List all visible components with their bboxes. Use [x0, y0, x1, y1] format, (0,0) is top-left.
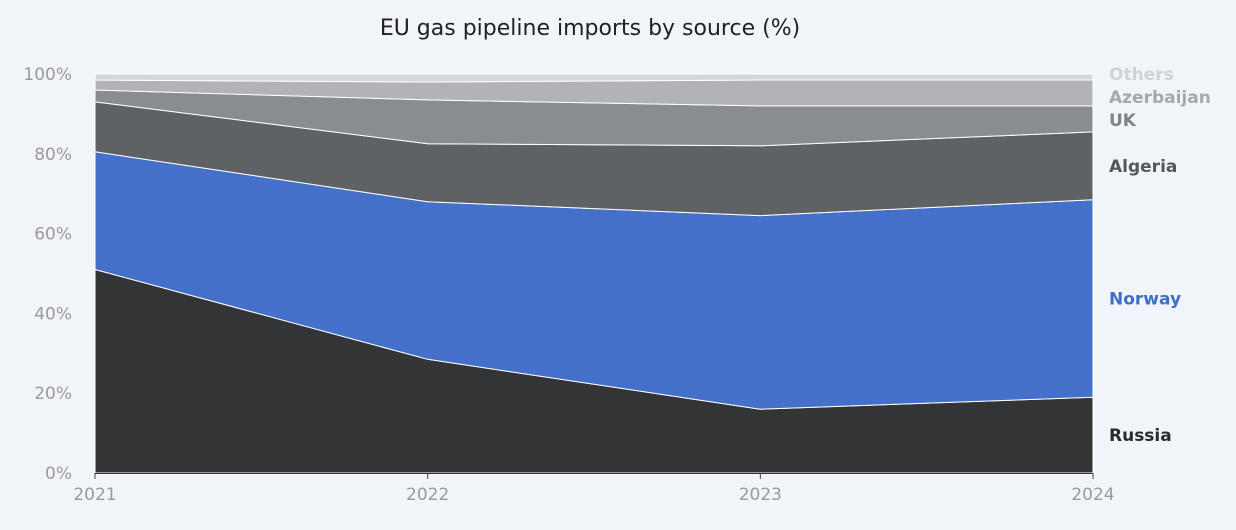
area-series-group	[94, 73, 1094, 474]
series-label-uk: UK	[1109, 111, 1137, 131]
series-label-algeria: Algeria	[1109, 157, 1177, 177]
x-tick-label: 2021	[73, 485, 116, 505]
x-tick-label: 2024	[1071, 485, 1114, 505]
x-tick-label: 2022	[406, 485, 449, 505]
y-tick-label: 0%	[45, 464, 72, 484]
series-label-norway: Norway	[1109, 289, 1181, 309]
area-others	[94, 73, 1094, 83]
y-tick-label: 80%	[34, 145, 72, 165]
axis-group: 0% 20% 40% 60% 80% 100% 2021 2022 2023 2024	[23, 65, 1114, 505]
series-label-azerbaijan: Azerbaijan	[1109, 88, 1211, 108]
y-tick-label: 60%	[34, 225, 72, 245]
y-tick-label: 20%	[34, 384, 72, 404]
y-tick-label: 40%	[34, 304, 72, 324]
series-label-others: Others	[1109, 65, 1174, 85]
chart-title: EU gas pipeline imports by source (%)	[379, 16, 801, 41]
series-label-russia: Russia	[1109, 426, 1172, 446]
x-tick-label: 2023	[739, 485, 782, 505]
y-tick-label: 100%	[23, 65, 72, 85]
series-labels-group: Russia Norway Algeria UK Azerbaijan Others	[1109, 65, 1211, 446]
